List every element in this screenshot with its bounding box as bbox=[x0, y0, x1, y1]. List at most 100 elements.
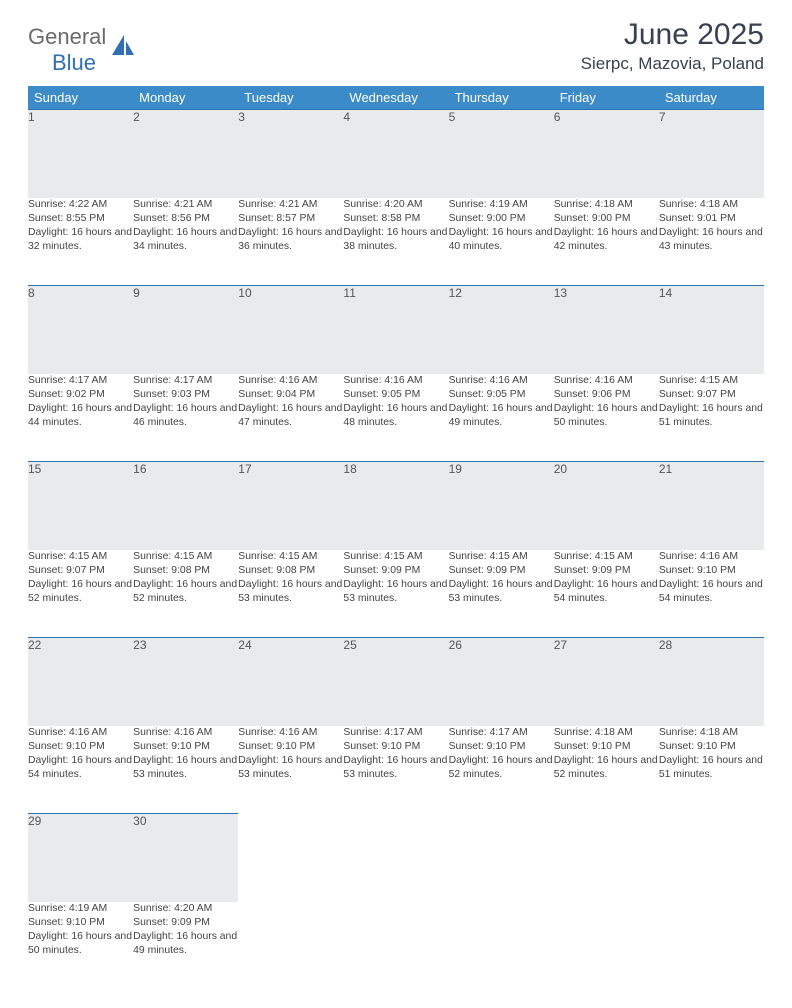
daylight-text: Daylight: 16 hours and 50 minutes. bbox=[28, 930, 133, 958]
sunrise-text: Sunrise: 4:16 AM bbox=[659, 550, 764, 564]
day-content-row: Sunrise: 4:16 AMSunset: 9:10 PMDaylight:… bbox=[28, 726, 764, 814]
day-number bbox=[238, 814, 343, 902]
day-number: 1 bbox=[28, 110, 133, 198]
daylight-text: Daylight: 16 hours and 49 minutes. bbox=[449, 402, 554, 430]
day-cell: Sunrise: 4:16 AMSunset: 9:04 PMDaylight:… bbox=[238, 374, 343, 462]
day-content-row: Sunrise: 4:19 AMSunset: 9:10 PMDaylight:… bbox=[28, 902, 764, 990]
sunrise-text: Sunrise: 4:15 AM bbox=[659, 374, 764, 388]
day-cell: Sunrise: 4:15 AMSunset: 9:09 PMDaylight:… bbox=[343, 550, 448, 638]
day-number: 29 bbox=[28, 814, 133, 902]
weekday-header: Friday bbox=[554, 86, 659, 110]
day-number: 25 bbox=[343, 638, 448, 726]
sunset-text: Sunset: 9:00 PM bbox=[554, 212, 659, 226]
daylight-text: Daylight: 16 hours and 52 minutes. bbox=[28, 578, 133, 606]
sunrise-text: Sunrise: 4:16 AM bbox=[449, 374, 554, 388]
sunset-text: Sunset: 9:09 PM bbox=[449, 564, 554, 578]
sunset-text: Sunset: 9:08 PM bbox=[133, 564, 238, 578]
page-title: June 2025 bbox=[581, 18, 764, 52]
day-number: 6 bbox=[554, 110, 659, 198]
sunrise-text: Sunrise: 4:21 AM bbox=[133, 198, 238, 212]
day-cell: Sunrise: 4:16 AMSunset: 9:10 PMDaylight:… bbox=[659, 550, 764, 638]
daylight-text: Daylight: 16 hours and 53 minutes. bbox=[133, 754, 238, 782]
daylight-text: Daylight: 16 hours and 52 minutes. bbox=[449, 754, 554, 782]
day-cell: Sunrise: 4:16 AMSunset: 9:10 PMDaylight:… bbox=[133, 726, 238, 814]
daylight-text: Daylight: 16 hours and 43 minutes. bbox=[659, 226, 764, 254]
sunrise-text: Sunrise: 4:22 AM bbox=[28, 198, 133, 212]
weekday-header: Thursday bbox=[449, 86, 554, 110]
daylight-text: Daylight: 16 hours and 36 minutes. bbox=[238, 226, 343, 254]
day-cell: Sunrise: 4:15 AMSunset: 9:08 PMDaylight:… bbox=[238, 550, 343, 638]
day-cell bbox=[238, 902, 343, 990]
sunrise-text: Sunrise: 4:17 AM bbox=[343, 726, 448, 740]
day-cell: Sunrise: 4:16 AMSunset: 9:05 PMDaylight:… bbox=[343, 374, 448, 462]
location: Sierpc, Mazovia, Poland bbox=[581, 54, 764, 74]
day-cell: Sunrise: 4:17 AMSunset: 9:02 PMDaylight:… bbox=[28, 374, 133, 462]
sunrise-text: Sunrise: 4:20 AM bbox=[343, 198, 448, 212]
sunrise-text: Sunrise: 4:19 AM bbox=[28, 902, 133, 916]
sunrise-text: Sunrise: 4:18 AM bbox=[554, 726, 659, 740]
day-cell: Sunrise: 4:22 AMSunset: 8:55 PMDaylight:… bbox=[28, 198, 133, 286]
day-cell bbox=[449, 902, 554, 990]
sunset-text: Sunset: 9:09 PM bbox=[343, 564, 448, 578]
day-number: 7 bbox=[659, 110, 764, 198]
daylight-text: Daylight: 16 hours and 52 minutes. bbox=[554, 754, 659, 782]
daylight-text: Daylight: 16 hours and 34 minutes. bbox=[133, 226, 238, 254]
daylight-text: Daylight: 16 hours and 54 minutes. bbox=[659, 578, 764, 606]
sunset-text: Sunset: 9:04 PM bbox=[238, 388, 343, 402]
sunrise-text: Sunrise: 4:16 AM bbox=[238, 374, 343, 388]
daylight-text: Daylight: 16 hours and 51 minutes. bbox=[659, 754, 764, 782]
day-number: 14 bbox=[659, 286, 764, 374]
sunset-text: Sunset: 9:10 PM bbox=[28, 740, 133, 754]
day-cell: Sunrise: 4:15 AMSunset: 9:07 PMDaylight:… bbox=[28, 550, 133, 638]
day-cell: Sunrise: 4:15 AMSunset: 9:09 PMDaylight:… bbox=[449, 550, 554, 638]
sunrise-text: Sunrise: 4:15 AM bbox=[449, 550, 554, 564]
sunrise-text: Sunrise: 4:15 AM bbox=[28, 550, 133, 564]
day-content-row: Sunrise: 4:22 AMSunset: 8:55 PMDaylight:… bbox=[28, 198, 764, 286]
sunrise-text: Sunrise: 4:18 AM bbox=[659, 198, 764, 212]
day-number: 19 bbox=[449, 462, 554, 550]
sunrise-text: Sunrise: 4:17 AM bbox=[449, 726, 554, 740]
day-cell: Sunrise: 4:16 AMSunset: 9:10 PMDaylight:… bbox=[28, 726, 133, 814]
day-number-row: 2930 bbox=[28, 814, 764, 902]
daylight-text: Daylight: 16 hours and 38 minutes. bbox=[343, 226, 448, 254]
day-number: 12 bbox=[449, 286, 554, 374]
day-cell: Sunrise: 4:17 AMSunset: 9:10 PMDaylight:… bbox=[449, 726, 554, 814]
day-number: 21 bbox=[659, 462, 764, 550]
day-cell bbox=[343, 902, 448, 990]
daylight-text: Daylight: 16 hours and 54 minutes. bbox=[554, 578, 659, 606]
daylight-text: Daylight: 16 hours and 32 minutes. bbox=[28, 226, 133, 254]
sunrise-text: Sunrise: 4:15 AM bbox=[554, 550, 659, 564]
header: General Blue June 2025 Sierpc, Mazovia, … bbox=[28, 18, 764, 76]
day-number bbox=[659, 814, 764, 902]
weekday-header: Saturday bbox=[659, 86, 764, 110]
title-block: June 2025 Sierpc, Mazovia, Poland bbox=[581, 18, 764, 74]
day-cell: Sunrise: 4:21 AMSunset: 8:56 PMDaylight:… bbox=[133, 198, 238, 286]
sail-icon bbox=[110, 33, 136, 64]
day-number: 24 bbox=[238, 638, 343, 726]
day-cell: Sunrise: 4:21 AMSunset: 8:57 PMDaylight:… bbox=[238, 198, 343, 286]
sunrise-text: Sunrise: 4:18 AM bbox=[659, 726, 764, 740]
day-cell: Sunrise: 4:20 AMSunset: 9:09 PMDaylight:… bbox=[133, 902, 238, 990]
sunrise-text: Sunrise: 4:15 AM bbox=[133, 550, 238, 564]
sunset-text: Sunset: 9:10 PM bbox=[238, 740, 343, 754]
day-number-row: 1234567 bbox=[28, 110, 764, 198]
day-number: 22 bbox=[28, 638, 133, 726]
sunset-text: Sunset: 9:01 PM bbox=[659, 212, 764, 226]
sunset-text: Sunset: 9:10 PM bbox=[28, 916, 133, 930]
sunset-text: Sunset: 9:10 PM bbox=[133, 740, 238, 754]
day-cell: Sunrise: 4:19 AMSunset: 9:00 PMDaylight:… bbox=[449, 198, 554, 286]
sunset-text: Sunset: 9:10 PM bbox=[659, 740, 764, 754]
day-cell: Sunrise: 4:20 AMSunset: 8:58 PMDaylight:… bbox=[343, 198, 448, 286]
day-cell bbox=[659, 902, 764, 990]
day-content-row: Sunrise: 4:17 AMSunset: 9:02 PMDaylight:… bbox=[28, 374, 764, 462]
sunset-text: Sunset: 9:10 PM bbox=[659, 564, 764, 578]
daylight-text: Daylight: 16 hours and 42 minutes. bbox=[554, 226, 659, 254]
day-cell: Sunrise: 4:15 AMSunset: 9:08 PMDaylight:… bbox=[133, 550, 238, 638]
sunrise-text: Sunrise: 4:18 AM bbox=[554, 198, 659, 212]
daylight-text: Daylight: 16 hours and 53 minutes. bbox=[238, 754, 343, 782]
day-number: 2 bbox=[133, 110, 238, 198]
day-number: 20 bbox=[554, 462, 659, 550]
day-number: 10 bbox=[238, 286, 343, 374]
sunset-text: Sunset: 9:00 PM bbox=[449, 212, 554, 226]
daylight-text: Daylight: 16 hours and 51 minutes. bbox=[659, 402, 764, 430]
